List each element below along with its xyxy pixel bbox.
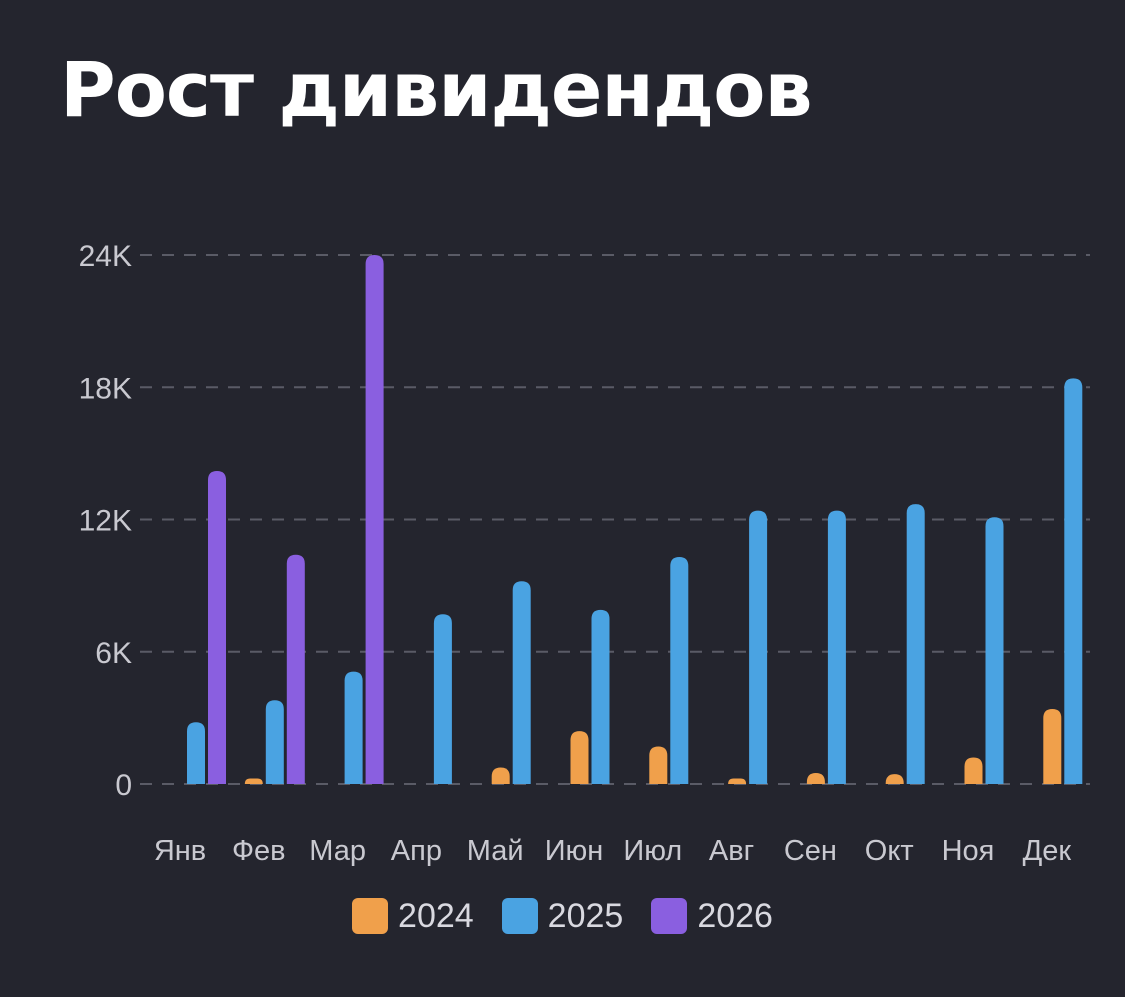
bar-2024-Авг [728, 778, 747, 784]
chart-title: Рост дивидендов [60, 45, 813, 134]
bar-2024-Сен [806, 772, 825, 784]
bar-2024-Окт [885, 774, 904, 784]
x-tick-label: Авг [709, 835, 754, 867]
bar-2024-Май [491, 767, 510, 784]
x-tick-label: Май [467, 835, 524, 867]
legend-swatch [352, 898, 389, 934]
bar-2026-Янв [208, 471, 226, 784]
x-tick-label: Июл [623, 835, 682, 867]
bar-2025-Июл [670, 556, 689, 784]
x-tick-label: Ноя [942, 835, 995, 867]
legend-label: 2025 [547, 896, 624, 935]
y-tick-label: 18K [79, 372, 132, 405]
bar-2025-Мар [344, 671, 363, 784]
legend-label: 2026 [697, 896, 773, 935]
legend: 2024 2025 2026 [0, 888, 1125, 944]
bar-2024-Дек [1043, 709, 1062, 784]
y-tick-label: 12K [79, 505, 132, 538]
bar-2026-Фев [286, 554, 305, 784]
x-tick-label: Окт [865, 835, 914, 867]
bar-2025-Дек [1064, 378, 1083, 784]
bar-2025-Янв [187, 722, 205, 784]
legend-swatch [651, 898, 688, 934]
bar-2025-Фев [265, 700, 284, 784]
x-tick-label: Фев [232, 835, 286, 867]
bar-2024-Ноя [964, 757, 983, 784]
legend-label: 2024 [398, 896, 474, 935]
bar-2025-Окт [906, 504, 925, 784]
bar-2026-Мар [365, 255, 384, 784]
y-tick-label: 0 [115, 769, 132, 802]
x-tick-label: Дек [1023, 835, 1072, 867]
x-tick-label: Сен [784, 835, 837, 867]
y-tick-label: 6K [95, 637, 132, 670]
legend-item-2024[interactable]: 2024 [352, 897, 474, 936]
bar-2024-Июл [649, 746, 668, 784]
legend-swatch [501, 898, 538, 934]
bar-2024-Июн [570, 731, 589, 784]
legend-item-2025[interactable]: 2025 [501, 896, 624, 936]
legend-item-2026[interactable]: 2026 [651, 897, 773, 936]
y-tick-label: 24K [79, 240, 132, 273]
bar-2025-Май [512, 581, 531, 784]
bar-2025-Апр [433, 614, 452, 784]
x-tick-label: Мар [309, 835, 366, 867]
bar-chart: 0 6K 12K 18K 24K Янв Фев Мар Апр Май Июн Июл Авг Сен О… [79, 240, 1090, 867]
x-tick-label: Июн [545, 835, 604, 867]
bar-2024-Фев [244, 778, 263, 784]
bar-2025-Ноя [985, 517, 1004, 784]
bar-2025-Июн [591, 609, 610, 784]
x-tick-label: Апр [391, 835, 442, 867]
bar-2025-Сен [827, 510, 846, 784]
bar-2025-Авг [749, 510, 768, 784]
x-tick-label: Янв [154, 835, 206, 867]
